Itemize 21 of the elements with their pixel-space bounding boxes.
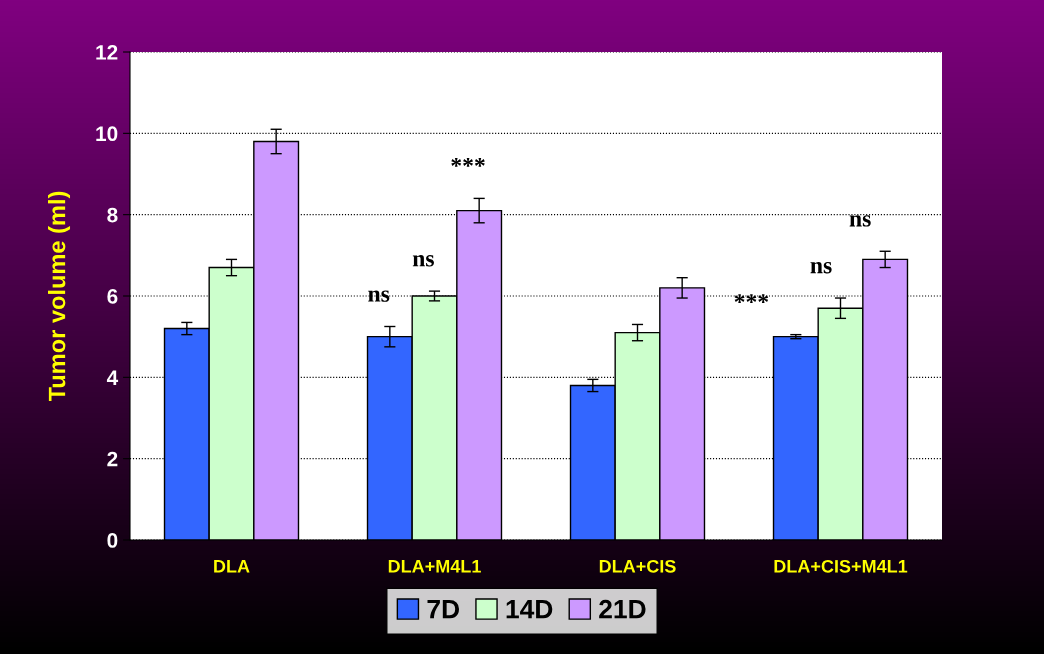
- y-axis-title: Tumor volume (ml): [48, 191, 71, 402]
- legend-label: 14D: [506, 600, 553, 619]
- annotation: ***: [451, 157, 485, 167]
- x-tick-label: DLA+M4L1: [388, 560, 481, 573]
- x-tick-label: DLA+CIS+M4L1: [774, 559, 908, 573]
- y-tick-label: 4: [106, 370, 119, 385]
- x-tick-label: DLA: [214, 560, 250, 573]
- legend-label: 21D: [599, 599, 646, 619]
- legend-label: 7D: [427, 600, 459, 619]
- x-tick-label: DLA+CIS: [599, 559, 676, 573]
- y-tick-label: 2: [107, 451, 118, 467]
- annotation: ns: [810, 262, 832, 274]
- annotation: ***: [734, 294, 769, 304]
- annotation: ns: [368, 290, 390, 302]
- y-tick-label: 6: [107, 289, 118, 304]
- y-tick-label: 0: [107, 533, 118, 548]
- y-tick-label: 10: [96, 126, 118, 142]
- annotation: ns: [849, 215, 871, 227]
- y-tick-label: 8: [107, 207, 118, 223]
- annotation: ns: [412, 255, 434, 267]
- y-tick-label: 12: [96, 45, 118, 60]
